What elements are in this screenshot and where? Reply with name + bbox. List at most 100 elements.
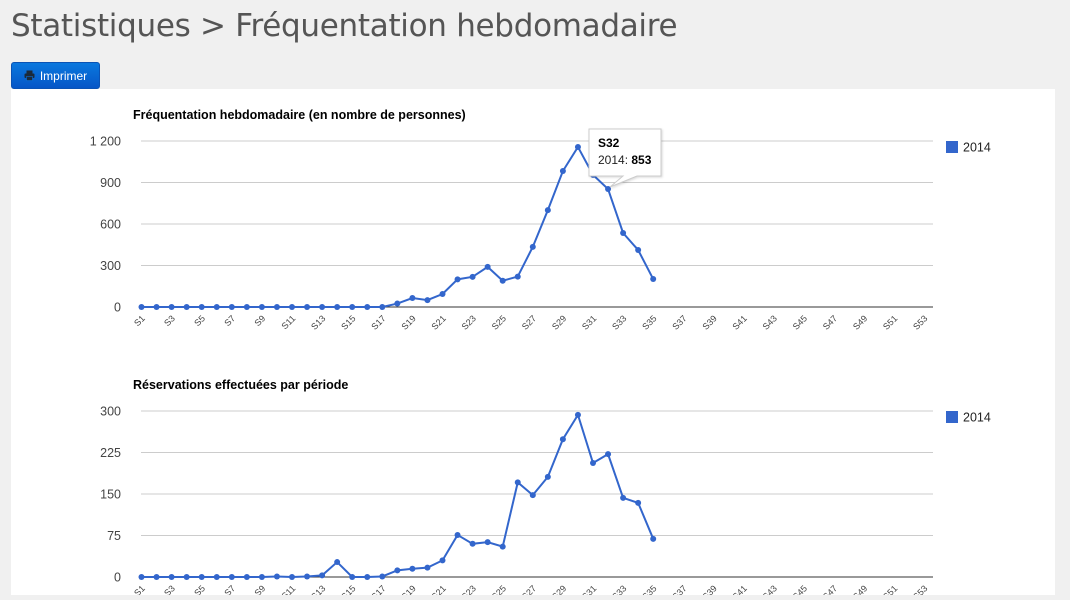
x-tick-label: S31 [580,583,598,595]
y-tick-label: 0 [114,571,121,585]
x-tick-label: S33 [610,313,628,331]
print-button[interactable]: Imprimer [11,62,100,89]
x-tick-label: S51 [881,583,899,595]
x-tick-label: S49 [851,313,869,331]
x-tick-label: S1 [132,583,147,595]
data-point[interactable] [168,574,175,580]
x-tick-label: S53 [911,583,929,595]
data-point[interactable] [334,304,341,310]
data-point[interactable] [499,277,506,284]
data-point[interactable] [364,574,371,580]
data-point[interactable] [484,539,491,546]
data-point[interactable] [454,531,461,538]
tooltip-value: 2014: 853 [598,153,652,167]
data-point[interactable] [650,276,657,283]
data-point[interactable] [289,304,295,310]
data-point[interactable] [213,304,220,310]
data-point[interactable] [334,559,341,566]
data-point[interactable] [198,574,205,580]
data-point[interactable] [273,304,280,310]
data-point[interactable] [364,304,371,310]
attendance-chart[interactable]: Fréquentation hebdomadaire (en nombre de… [11,89,1055,359]
x-tick-label: S45 [791,313,809,331]
data-point[interactable] [258,304,265,310]
data-point[interactable] [574,143,581,150]
data-point[interactable] [529,243,536,250]
data-point[interactable] [544,207,551,214]
x-tick-label: S21 [430,313,448,331]
data-point[interactable] [304,304,311,310]
data-point[interactable] [635,247,642,254]
data-point[interactable] [379,304,386,310]
data-point[interactable] [635,499,642,506]
data-point[interactable] [213,574,220,580]
data-point[interactable] [439,557,446,564]
data-point[interactable] [228,304,235,310]
x-tick-label: S13 [309,583,327,595]
data-point[interactable] [138,304,145,310]
data-point[interactable] [514,273,521,280]
data-point[interactable] [243,304,250,310]
data-point[interactable] [514,479,521,486]
data-point[interactable] [258,574,265,580]
data-point[interactable] [289,574,295,580]
data-point[interactable] [183,574,190,580]
data-point[interactable] [379,573,386,580]
data-point[interactable] [529,492,536,499]
data-point[interactable] [409,295,416,302]
x-tick-label: S41 [731,583,749,595]
data-point[interactable] [469,273,476,280]
data-point[interactable] [319,304,326,310]
x-tick-label: S15 [339,313,357,331]
data-point[interactable] [590,460,596,467]
data-point[interactable] [620,494,627,501]
x-tick-label: S23 [460,313,478,331]
data-point[interactable] [153,304,160,310]
data-point[interactable] [349,574,356,580]
data-point[interactable] [319,572,326,579]
data-point[interactable] [394,300,401,307]
y-tick-label: 1 200 [90,135,121,149]
data-point[interactable] [605,186,612,193]
reservations-chart[interactable]: Réservations effectuées par période 0 75 15… [11,359,1055,600]
data-point[interactable] [454,276,461,283]
data-point[interactable] [409,565,416,572]
x-tick-label: S37 [670,313,688,331]
x-tick-label: S53 [911,313,929,331]
data-point[interactable] [198,304,205,310]
data-point[interactable] [620,229,627,236]
data-point[interactable] [650,535,657,542]
data-point[interactable] [153,574,160,580]
data-point[interactable] [559,436,566,443]
chart-title: Fréquentation hebdomadaire (en nombre de… [133,108,466,122]
data-point[interactable] [605,451,612,458]
x-tick-label: S23 [460,583,478,595]
data-point[interactable] [183,304,190,310]
x-tick-label: S5 [192,583,207,595]
y-tick-label: 150 [100,488,121,502]
data-point[interactable] [574,411,581,418]
data-point[interactable] [559,168,566,175]
data-point[interactable] [424,564,431,571]
x-tick-label: S37 [670,583,688,595]
data-point[interactable] [484,263,491,270]
data-point[interactable] [168,304,175,310]
legend-swatch [946,141,958,153]
data-point[interactable] [424,297,431,304]
x-tick-label: S29 [550,313,568,331]
data-point[interactable] [138,574,145,580]
data-point[interactable] [304,573,311,580]
data-point[interactable] [469,540,476,547]
data-point[interactable] [228,574,235,580]
x-tick-label: S11 [279,583,297,595]
data-point[interactable] [243,574,250,580]
chart-title: Réservations effectuées par période [133,378,348,392]
data-point[interactable] [273,573,280,580]
data-point[interactable] [439,290,446,297]
data-point[interactable] [349,304,356,310]
data-point[interactable] [499,543,506,550]
data-point[interactable] [394,567,401,574]
series-line [141,412,655,579]
data-point[interactable] [544,473,551,480]
y-tick-label: 300 [100,259,121,273]
